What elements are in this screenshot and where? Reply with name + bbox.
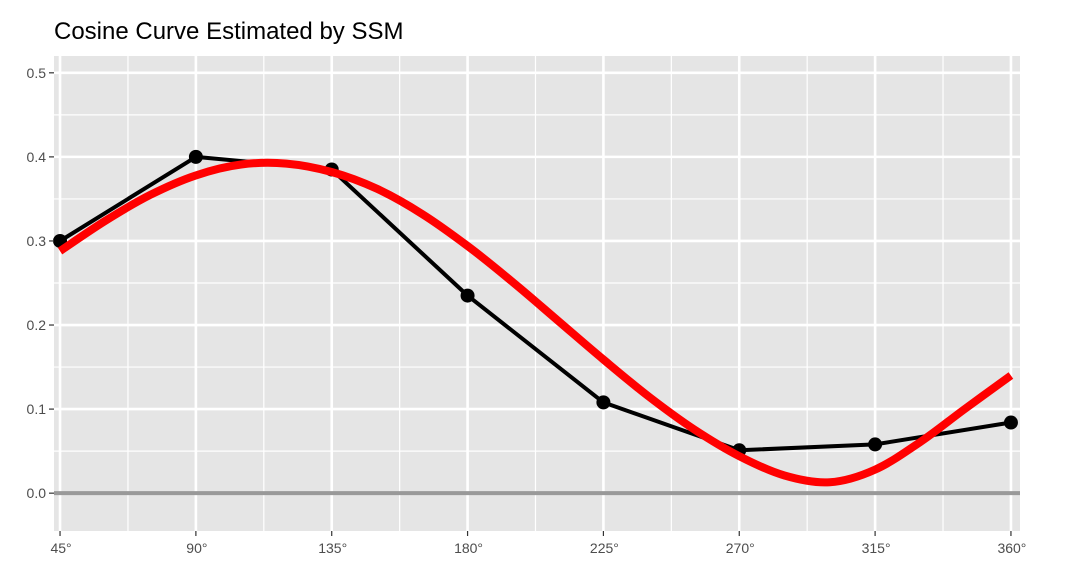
y-axis: 0.0 0.1 0.2 0.3 0.4 0.5: [27, 65, 54, 501]
observed-point: [1003, 415, 1018, 430]
x-tick-label: 45°: [50, 540, 71, 556]
plot-panel: [54, 56, 1020, 531]
observed-point: [460, 288, 475, 303]
x-tick-label: 270°: [726, 540, 755, 556]
x-tick-label: 180°: [454, 540, 483, 556]
observed-point: [596, 395, 611, 410]
y-tick-label: 0.4: [27, 149, 47, 165]
x-tick-label: 90°: [186, 540, 207, 556]
observed-point: [868, 437, 883, 452]
y-tick-label: 0.5: [27, 65, 47, 81]
x-axis: 45° 90° 135° 180° 225° 270° 315° 360°: [50, 531, 1026, 556]
x-tick-label: 315°: [862, 540, 891, 556]
y-tick-label: 0.3: [27, 233, 47, 249]
observed-point: [188, 149, 203, 164]
x-tick-label: 225°: [590, 540, 619, 556]
observed-line: [58, 154, 1012, 453]
series-layer: [53, 149, 1018, 487]
chart-title: Cosine Curve Estimated by SSM: [54, 18, 403, 45]
y-tick-label: 0.0: [27, 485, 47, 501]
minor-gridlines: [54, 56, 1020, 531]
y-tick-label: 0.1: [27, 401, 47, 417]
y-tick-label: 0.2: [27, 317, 47, 333]
x-tick-label: 135°: [318, 540, 347, 556]
x-tick-label: 360°: [997, 540, 1026, 556]
fitted-cosine-curve: [57, 158, 1014, 487]
